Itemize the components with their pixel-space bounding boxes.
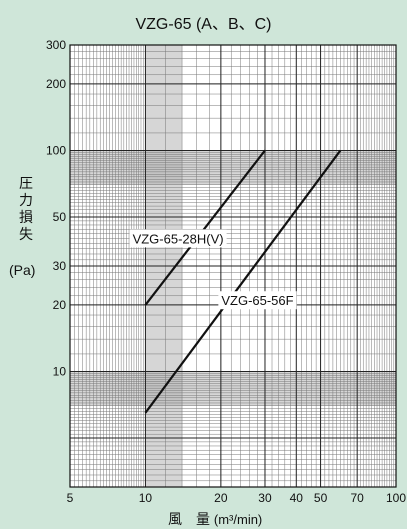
x-axis-unit: (m³/min): [213, 512, 263, 527]
y-tick-label: 300: [46, 38, 66, 52]
series-label: VZG-65-56F: [218, 291, 297, 310]
y-tick-label: 50: [53, 210, 67, 224]
x-tick-label: 50: [314, 491, 328, 505]
x-tick-label: 100: [386, 491, 406, 505]
y-axis-unit: (Pa): [9, 262, 36, 278]
plot-border: [69, 44, 397, 488]
y-axis-label-char: 力: [19, 192, 33, 208]
x-tick-label: 10: [139, 491, 153, 505]
chart-title: VZG-65 (A、B、C): [135, 16, 272, 33]
series-line: [144, 149, 342, 414]
x-tick-label: 70: [351, 491, 365, 505]
y-tick-label: 10: [53, 364, 67, 378]
x-tick-label: 20: [214, 491, 228, 505]
series-line: [144, 149, 266, 306]
x-axis-label: 風量 (m³/min): [168, 509, 262, 529]
grid-lines: [69, 44, 397, 488]
x-tick-label: 5: [67, 491, 74, 505]
x-tick-label: 40: [290, 491, 304, 505]
series-label: VZG-65-28H(V): [129, 229, 227, 248]
series-label-bg: [218, 291, 297, 310]
y-axis-label: 圧 力 損 失: [16, 175, 36, 243]
x-tick-label: 30: [258, 491, 272, 505]
series-label-text: VZG-65-56F: [221, 293, 293, 308]
y-axis-label-char: 失: [19, 226, 33, 242]
x-axis-label-char: 量: [196, 511, 210, 527]
y-tick-label: 30: [53, 259, 67, 273]
y-axis-label-char: 損: [19, 209, 33, 225]
y-tick-label: 100: [46, 143, 66, 157]
y-tick-label: 200: [46, 77, 66, 91]
series-label-text: VZG-65-28H(V): [133, 231, 224, 246]
y-axis-label-char: 圧: [19, 175, 33, 191]
x-axis-label-char: 風: [168, 511, 182, 527]
series-label-bg: [129, 229, 227, 248]
y-tick-label: 20: [53, 298, 67, 312]
